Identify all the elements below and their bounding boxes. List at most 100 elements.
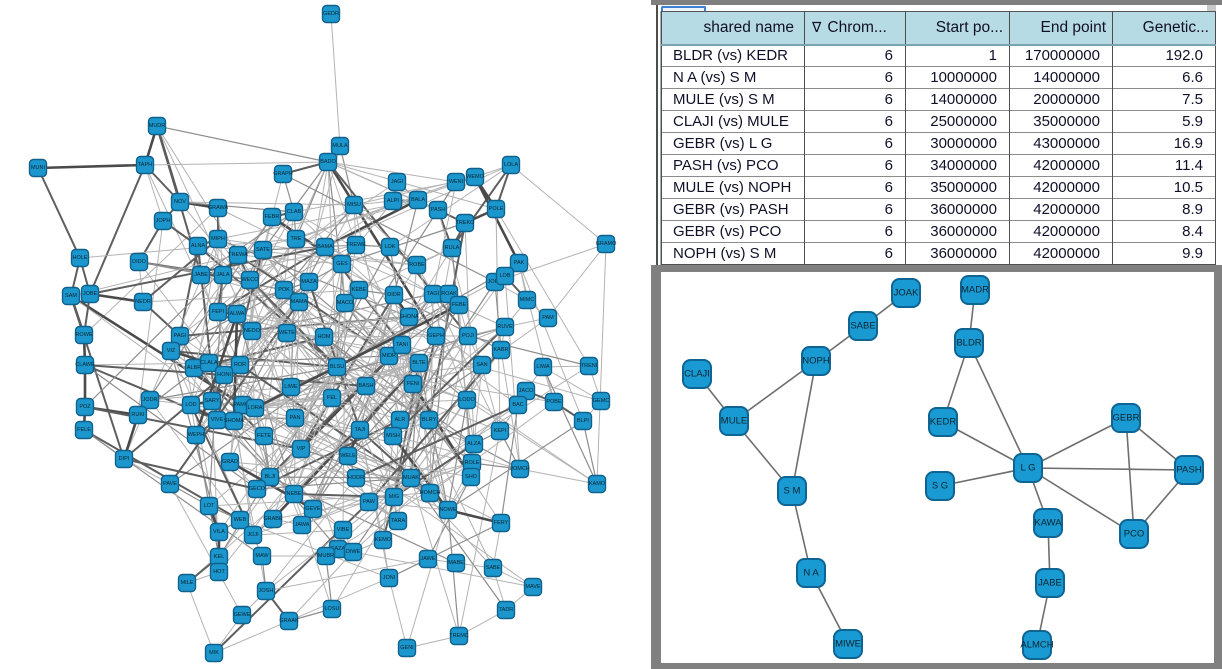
graph-node[interactable]: WEB [230, 510, 250, 530]
graph-node[interactable]: FENI [403, 374, 423, 394]
graph-node[interactable]: FETE [254, 426, 274, 446]
table-cell[interactable]: 6 [804, 44, 906, 67]
graph-node[interactable]: POZ [75, 397, 95, 417]
graph-node[interactable]: WEMO [465, 167, 485, 187]
graph-node[interactable]: JAWA [292, 515, 312, 535]
graph-node[interactable]: LOSU [322, 599, 342, 619]
graph-node[interactable]: JAWE [418, 549, 438, 569]
graph-node[interactable]: JOAK [891, 278, 921, 308]
graph-node[interactable]: TANI [392, 335, 412, 355]
graph-node[interactable]: SAM [61, 286, 81, 306]
graph-node[interactable]: VILA [209, 522, 229, 542]
graph-node[interactable]: KABR [491, 340, 511, 360]
graph-node[interactable]: PCO [1119, 519, 1149, 549]
table-cell[interactable]: 6 [804, 176, 906, 199]
graph-node[interactable]: JABE [1035, 568, 1065, 598]
graph-node[interactable]: HOLE [70, 248, 90, 268]
graph-node[interactable]: POBE [544, 392, 564, 412]
graph-node[interactable]: RULA [442, 238, 462, 258]
graph-node[interactable]: MABE [446, 553, 466, 573]
graph-node[interactable]: NOPH [801, 346, 831, 376]
graph-node[interactable]: VIVE [207, 410, 227, 430]
table-row[interactable]: BLDR (vs) KEDR 6 1 170000000 192.0 [661, 44, 1216, 67]
graph-node[interactable]: KEL [209, 547, 229, 567]
graph-node[interactable]: VIBE [333, 520, 353, 540]
graph-node[interactable]: L G [1013, 453, 1043, 483]
graph-node[interactable]: PAN [285, 408, 305, 428]
graph-node[interactable]: KAMO [587, 474, 607, 494]
table-tab-fragment[interactable] [661, 6, 706, 12]
graph-node[interactable]: GEVE [303, 499, 323, 519]
graph-node[interactable]: WECO [240, 270, 259, 290]
graph-node[interactable]: JALA [213, 265, 233, 285]
graph-node[interactable]: MUBR [316, 546, 336, 566]
overview-network-canvas[interactable]: JOAK MADR SABE BLDR NOPH CLAJI GEBR MULE KEDR L G… [661, 272, 1214, 663]
column-header-shared-name[interactable]: shared name [661, 11, 805, 46]
table-cell[interactable]: 170000000 [1009, 44, 1113, 67]
graph-node[interactable]: PAK [509, 253, 529, 273]
column-header-start-position[interactable]: Start po... [905, 11, 1010, 46]
table-cell[interactable]: 6 [804, 242, 906, 265]
table-cell[interactable]: 10.5 [1112, 176, 1216, 199]
graph-node[interactable]: MIPH [208, 229, 228, 249]
graph-node[interactable]: POK [274, 280, 294, 300]
graph-node[interactable]: JOMCH [510, 459, 530, 479]
table-cell[interactable]: 7.5 [1112, 88, 1216, 111]
table-cell[interactable]: MULE (vs) NOPH [661, 176, 805, 199]
graph-node[interactable]: TARA [388, 511, 408, 531]
table-cell[interactable]: 14000000 [905, 88, 1010, 111]
graph-node[interactable]: SATE [253, 240, 273, 260]
graph-node[interactable]: FEBE [449, 295, 469, 315]
graph-node[interactable]: GRAPH [273, 164, 293, 184]
graph-node[interactable]: FEL [322, 388, 342, 408]
graph-node[interactable]: MADR [960, 275, 990, 305]
graph-node[interactable]: GEMC [591, 391, 611, 411]
graph-node[interactable]: LODO [457, 390, 477, 410]
graph-node[interactable]: NEDR [133, 292, 153, 312]
graph-node[interactable]: GENI [397, 638, 417, 658]
graph-node[interactable]: RUVE [495, 317, 515, 337]
graph-node[interactable]: MUAK [401, 468, 421, 488]
graph-node[interactable]: MAW [252, 546, 272, 566]
table-cell[interactable]: 43000000 [1009, 132, 1113, 155]
graph-node[interactable]: CLAJI [682, 359, 712, 389]
table-row[interactable]: CLAJI (vs) MULE 6 25000000 35000000 5.9 [661, 110, 1216, 133]
graph-node[interactable]: MACO [335, 293, 355, 313]
graph-node[interactable]: BLTE [409, 353, 429, 373]
table-cell[interactable]: 42000000 [1009, 154, 1113, 177]
graph-node[interactable]: GRAMO [596, 234, 618, 254]
graph-node[interactable]: LOD [181, 395, 201, 415]
graph-node[interactable]: MISU [344, 195, 364, 215]
graph-node[interactable]: MIMC [517, 290, 537, 310]
graph-node[interactable]: BAC [508, 395, 528, 415]
graph-node[interactable]: SHONA [399, 307, 419, 327]
table-row[interactable]: NOPH (vs) S M 6 36000000 42000000 9.9 [661, 242, 1216, 265]
graph-node[interactable]: KEPI [490, 421, 510, 441]
graph-node[interactable]: ALNA [188, 236, 208, 256]
table-cell[interactable]: 6 [804, 132, 906, 155]
graph-node[interactable]: WETE [277, 323, 297, 343]
graph-node[interactable]: GRABE [263, 509, 283, 529]
graph-node[interactable]: SHO [461, 467, 481, 487]
graph-node[interactable]: JOPH [153, 211, 173, 231]
graph-node[interactable]: HOM [314, 327, 334, 347]
graph-node[interactable]: GRAAK [279, 611, 299, 631]
table-cell[interactable]: 6 [804, 110, 906, 133]
graph-node[interactable]: TREWA [228, 245, 248, 265]
graph-node[interactable]: CLAB [284, 202, 304, 222]
table-cell[interactable]: 16.9 [1112, 132, 1216, 155]
graph-node[interactable]: TAPH [135, 155, 155, 175]
graph-node[interactable]: TAGI [423, 284, 443, 304]
graph-node[interactable]: ROR [230, 355, 250, 375]
table-row[interactable]: MULE (vs) S M 6 14000000 20000000 7.5 [661, 88, 1216, 111]
graph-node[interactable]: DIPI [114, 449, 134, 469]
graph-node[interactable]: S G [925, 471, 955, 501]
graph-node[interactable]: HOMCH [420, 483, 441, 503]
table-row[interactable]: GEBR (vs) PCO 6 36000000 42000000 8.4 [661, 220, 1216, 243]
graph-node[interactable]: PAM [538, 308, 558, 328]
table-cell[interactable]: 42000000 [1009, 242, 1113, 265]
graph-node[interactable]: MAZA [299, 272, 319, 292]
graph-node[interactable]: ALWA [227, 304, 247, 324]
table-cell[interactable]: 25000000 [905, 110, 1010, 133]
graph-node[interactable]: MIK [204, 643, 224, 663]
